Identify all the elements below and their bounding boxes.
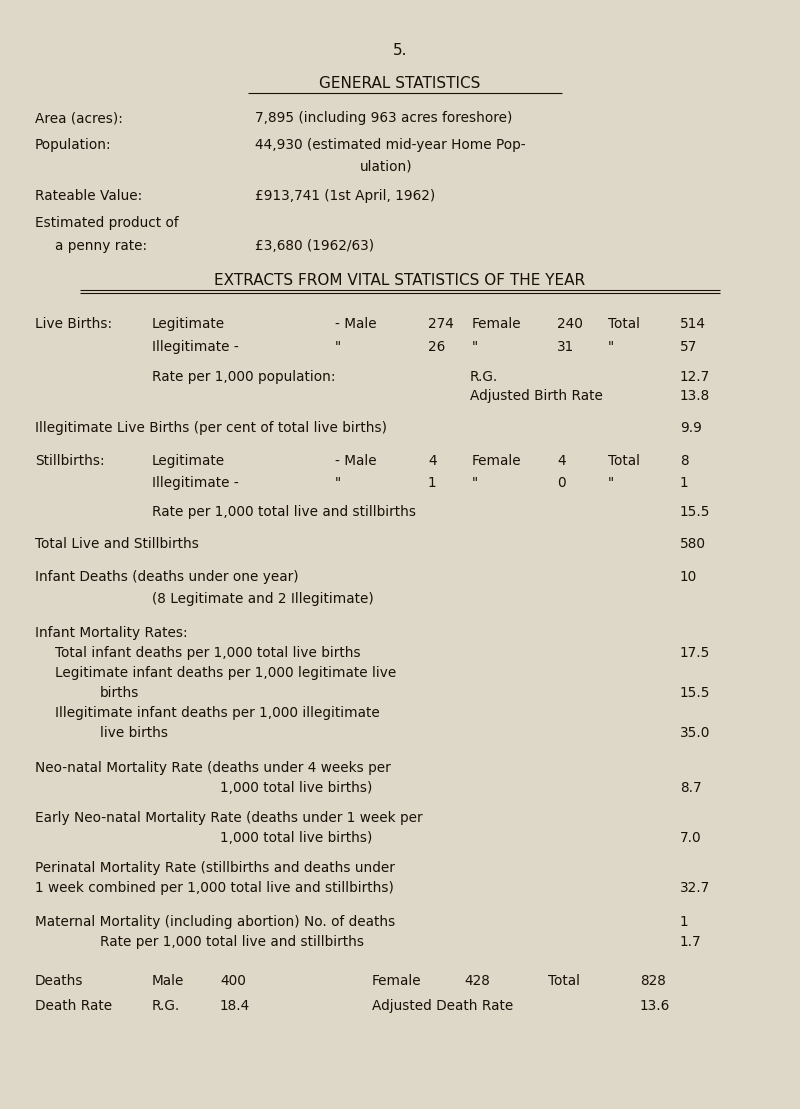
Text: Rateable Value:: Rateable Value: xyxy=(35,189,142,203)
Text: Legitimate: Legitimate xyxy=(152,454,225,468)
Text: Legitimate infant deaths per 1,000 legitimate live: Legitimate infant deaths per 1,000 legit… xyxy=(55,667,396,680)
Text: Total: Total xyxy=(548,974,580,988)
Text: ": " xyxy=(608,476,614,490)
Text: 8: 8 xyxy=(680,454,689,468)
Text: 44,930 (estimated mid-year Home Pop-: 44,930 (estimated mid-year Home Pop- xyxy=(255,138,526,152)
Text: 35.0: 35.0 xyxy=(680,726,710,740)
Text: 580: 580 xyxy=(680,537,706,551)
Text: 12.7: 12.7 xyxy=(680,370,710,384)
Text: 5.: 5. xyxy=(393,43,407,58)
Text: 274: 274 xyxy=(428,317,454,330)
Text: 514: 514 xyxy=(680,317,706,330)
Text: Deaths: Deaths xyxy=(35,974,83,988)
Text: 9.9: 9.9 xyxy=(680,421,702,435)
Text: 1,000 total live births): 1,000 total live births) xyxy=(220,781,372,795)
Text: Infant Mortality Rates:: Infant Mortality Rates: xyxy=(35,625,188,640)
Text: Estimated product of: Estimated product of xyxy=(35,216,178,230)
Text: 1: 1 xyxy=(428,476,437,490)
Text: Neo-natal Mortality Rate (deaths under 4 weeks per: Neo-natal Mortality Rate (deaths under 4… xyxy=(35,761,390,775)
Text: 1,000 total live births): 1,000 total live births) xyxy=(220,831,372,845)
Text: ": " xyxy=(608,340,614,354)
Text: R.G.: R.G. xyxy=(470,370,498,384)
Text: 1.7: 1.7 xyxy=(680,935,702,949)
Text: ulation): ulation) xyxy=(360,159,413,173)
Text: 1: 1 xyxy=(680,915,689,929)
Text: Female: Female xyxy=(472,454,522,468)
Text: 240: 240 xyxy=(557,317,583,330)
Text: Stillbirths:: Stillbirths: xyxy=(35,454,105,468)
Text: 1: 1 xyxy=(680,476,689,490)
Text: £913,741 (1st April, 1962): £913,741 (1st April, 1962) xyxy=(255,189,435,203)
Text: 8.7: 8.7 xyxy=(680,781,702,795)
Text: 10: 10 xyxy=(680,570,698,584)
Text: 13.6: 13.6 xyxy=(640,999,670,1013)
Text: Total infant deaths per 1,000 total live births: Total infant deaths per 1,000 total live… xyxy=(55,647,361,660)
Text: a penny rate:: a penny rate: xyxy=(55,240,147,253)
Text: 828: 828 xyxy=(640,974,666,988)
Text: Rate per 1,000 total live and stillbirths: Rate per 1,000 total live and stillbirth… xyxy=(152,505,416,519)
Text: £3,680 (1962/63): £3,680 (1962/63) xyxy=(255,240,374,253)
Text: - Male: - Male xyxy=(335,317,377,330)
Text: Rate per 1,000 total live and stillbirths: Rate per 1,000 total live and stillbirth… xyxy=(100,935,364,949)
Text: (8 Legitimate and 2 Illegitimate): (8 Legitimate and 2 Illegitimate) xyxy=(152,592,374,606)
Text: Illegitimate infant deaths per 1,000 illegitimate: Illegitimate infant deaths per 1,000 ill… xyxy=(55,706,380,720)
Text: Female: Female xyxy=(472,317,522,330)
Text: Adjusted Birth Rate: Adjusted Birth Rate xyxy=(470,389,603,403)
Text: Death Rate: Death Rate xyxy=(35,999,112,1013)
Text: 57: 57 xyxy=(680,340,698,354)
Text: 428: 428 xyxy=(464,974,490,988)
Text: 32.7: 32.7 xyxy=(680,881,710,895)
Text: 26: 26 xyxy=(428,340,446,354)
Text: Area (acres):: Area (acres): xyxy=(35,111,123,125)
Text: 0: 0 xyxy=(557,476,566,490)
Text: R.G.: R.G. xyxy=(152,999,180,1013)
Text: ": " xyxy=(472,476,478,490)
Text: Male: Male xyxy=(152,974,184,988)
Text: Maternal Mortality (including abortion) No. of deaths: Maternal Mortality (including abortion) … xyxy=(35,915,395,929)
Text: Population:: Population: xyxy=(35,138,112,152)
Text: Early Neo-natal Mortality Rate (deaths under 1 week per: Early Neo-natal Mortality Rate (deaths u… xyxy=(35,811,422,825)
Text: ": " xyxy=(335,340,341,354)
Text: Legitimate: Legitimate xyxy=(152,317,225,330)
Text: Adjusted Death Rate: Adjusted Death Rate xyxy=(372,999,514,1013)
Text: 400: 400 xyxy=(220,974,246,988)
Text: Illegitimate -: Illegitimate - xyxy=(152,476,238,490)
Text: Female: Female xyxy=(372,974,422,988)
Text: 15.5: 15.5 xyxy=(680,686,710,700)
Text: 15.5: 15.5 xyxy=(680,505,710,519)
Text: GENERAL STATISTICS: GENERAL STATISTICS xyxy=(319,77,481,91)
Text: Total: Total xyxy=(608,317,640,330)
Text: 17.5: 17.5 xyxy=(680,647,710,660)
Text: Illegitimate Live Births (per cent of total live births): Illegitimate Live Births (per cent of to… xyxy=(35,421,387,435)
Text: 4: 4 xyxy=(428,454,437,468)
Text: 1 week combined per 1,000 total live and stillbirths): 1 week combined per 1,000 total live and… xyxy=(35,881,394,895)
Text: Illegitimate -: Illegitimate - xyxy=(152,340,238,354)
Text: ": " xyxy=(335,476,346,490)
Text: - Male: - Male xyxy=(335,454,377,468)
Text: live births: live births xyxy=(100,726,168,740)
Text: 13.8: 13.8 xyxy=(680,389,710,403)
Text: Perinatal Mortality Rate (stillbirths and deaths under: Perinatal Mortality Rate (stillbirths an… xyxy=(35,861,395,875)
Text: Infant Deaths (deaths under one year): Infant Deaths (deaths under one year) xyxy=(35,570,298,584)
Text: 31: 31 xyxy=(557,340,574,354)
Text: 4: 4 xyxy=(557,454,566,468)
Text: Total Live and Stillbirths: Total Live and Stillbirths xyxy=(35,537,199,551)
Text: Live Births:: Live Births: xyxy=(35,317,112,330)
Text: Total: Total xyxy=(608,454,640,468)
Text: 7.0: 7.0 xyxy=(680,831,702,845)
Text: 18.4: 18.4 xyxy=(220,999,250,1013)
Text: ": " xyxy=(472,340,478,354)
Text: Rate per 1,000 population:: Rate per 1,000 population: xyxy=(152,370,335,384)
Text: 7,895 (including 963 acres foreshore): 7,895 (including 963 acres foreshore) xyxy=(255,111,512,125)
Text: EXTRACTS FROM VITAL STATISTICS OF THE YEAR: EXTRACTS FROM VITAL STATISTICS OF THE YE… xyxy=(214,273,586,288)
Text: births: births xyxy=(100,686,139,700)
